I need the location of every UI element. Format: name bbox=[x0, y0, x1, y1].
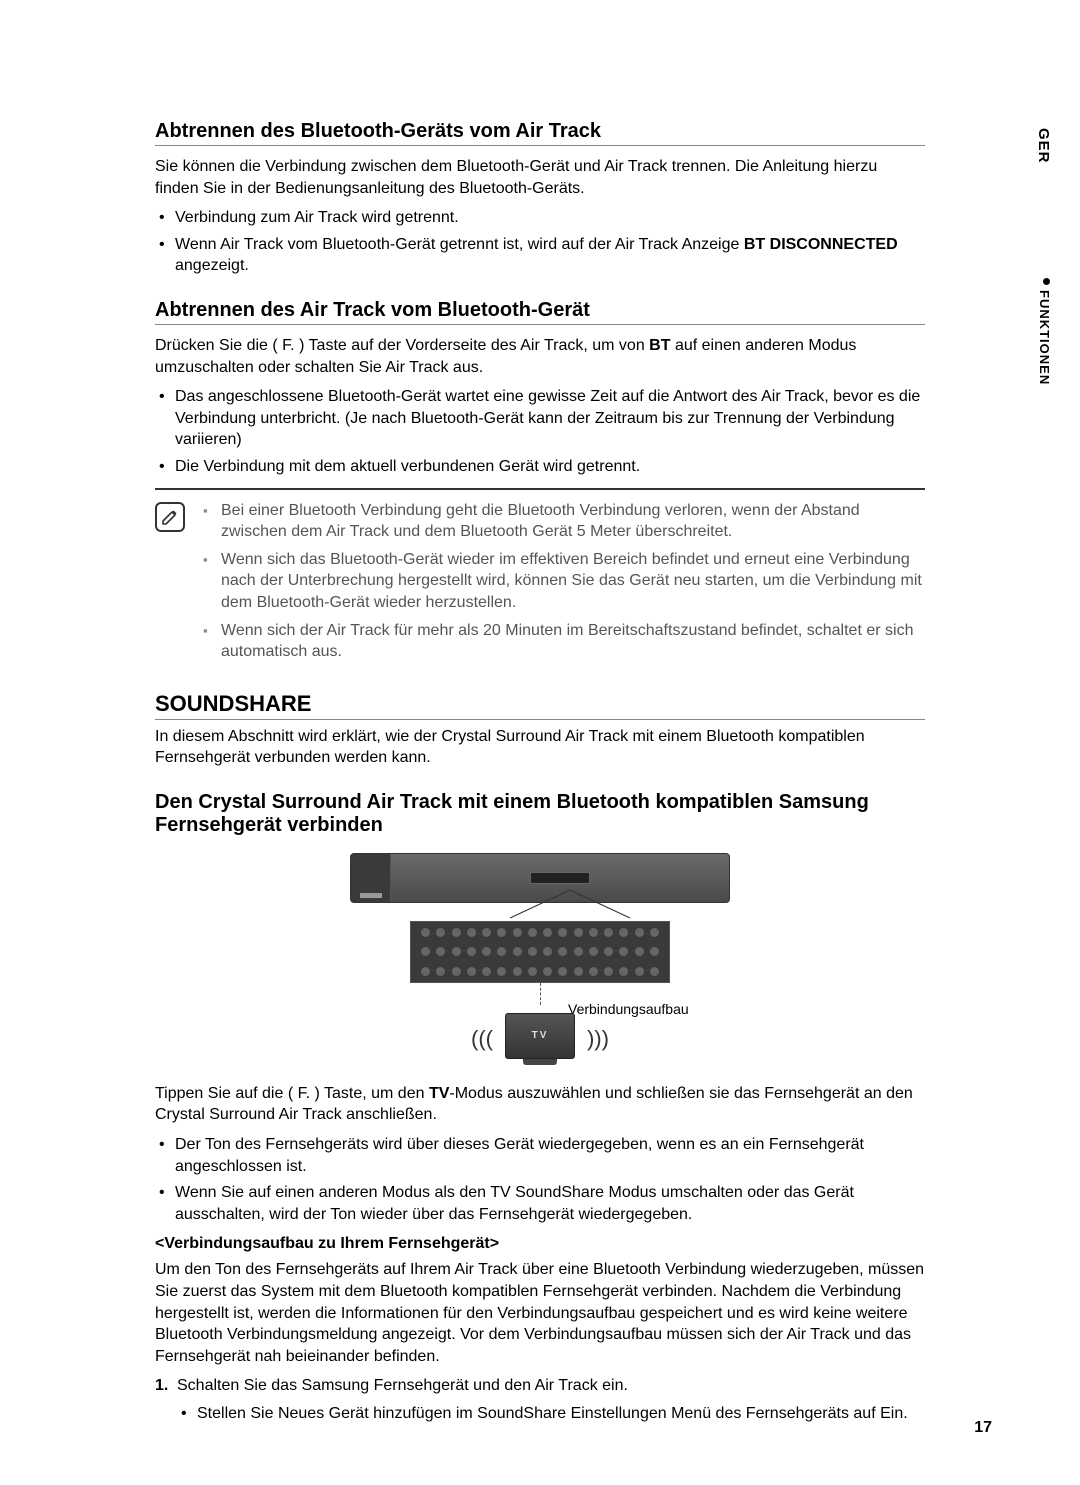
heading-disconnect-device: Abtrennen des Bluetooth-Geräts vom Air T… bbox=[155, 120, 925, 146]
section3-bullet-1: Der Ton des Fernsehgeräts wird über dies… bbox=[175, 1134, 925, 1177]
note-2: Wenn sich das Bluetooth-Gerät wieder im … bbox=[221, 549, 925, 614]
step-1-text: Schalten Sie das Samsung Fernsehgerät un… bbox=[177, 1377, 628, 1394]
section2-intro: Drücken Sie die ( F. ) Taste auf der Vor… bbox=[155, 335, 925, 378]
step-1-sub: Stellen Sie Neues Gerät hinzufügen im So… bbox=[177, 1403, 925, 1425]
section3-para2-a: Tippen Sie auf die ( bbox=[155, 1085, 298, 1102]
section3-para2-b: ) Taste, um den bbox=[310, 1085, 429, 1102]
subheading-connect-tv: Den Crystal Surround Air Track mit einem… bbox=[155, 791, 925, 837]
tv-row: ((( TV ((( bbox=[350, 1013, 730, 1065]
arrow-line-icon bbox=[510, 890, 630, 918]
subheading-verbindungsaufbau: <Verbindungsaufbau zu Ihrem Fernsehgerät… bbox=[155, 1235, 925, 1253]
bt-label: BT bbox=[649, 337, 670, 354]
diagram-connect-label: Verbindungsaufbau bbox=[568, 1001, 689, 1017]
step-1: 1. Schalten Sie das Samsung Fernsehgerät… bbox=[177, 1375, 925, 1424]
wave-left-icon: ((( bbox=[471, 1028, 493, 1050]
note-box: Bei einer Bluetooth Verbindung geht die … bbox=[155, 488, 925, 669]
side-dot bbox=[1043, 278, 1050, 285]
section3-bullets: Der Ton des Fernsehgeräts wird über dies… bbox=[155, 1134, 925, 1225]
page-content: Abtrennen des Bluetooth-Geräts vom Air T… bbox=[155, 120, 925, 1431]
heading-disconnect-airtrack: Abtrennen des Air Track vom Bluetooth-Ge… bbox=[155, 299, 925, 325]
section2-bullet-2: Die Verbindung mit dem aktuell verbunden… bbox=[175, 456, 925, 478]
section2-bullets: Das angeschlossene Bluetooth-Gerät warte… bbox=[155, 386, 925, 477]
section2-intro-a: Drücken Sie die ( bbox=[155, 337, 282, 354]
wave-right-icon: ((( bbox=[587, 1028, 609, 1050]
section3-para3: Um den Ton des Fernsehgeräts auf Ihrem A… bbox=[155, 1259, 925, 1367]
tv-mode-label: TV bbox=[429, 1085, 449, 1102]
note-1: Bei einer Bluetooth Verbindung geht die … bbox=[221, 500, 925, 543]
section1-bullet-2-c: angezeigt. bbox=[175, 257, 249, 274]
section1-bullet-2: Wenn Air Track vom Bluetooth-Gerät getre… bbox=[175, 234, 925, 277]
note-3: Wenn sich der Air Track für mehr als 20 … bbox=[221, 620, 925, 663]
speaker-grille bbox=[410, 921, 670, 983]
step-1-sub-1: Stellen Sie Neues Gerät hinzufügen im So… bbox=[197, 1403, 925, 1425]
tv-label: TV bbox=[532, 1030, 549, 1041]
page-number: 17 bbox=[974, 1419, 992, 1437]
section1-bullets: Verbindung zum Air Track wird getrennt. … bbox=[155, 207, 925, 277]
step-1-number: 1. bbox=[155, 1375, 168, 1397]
connection-diagram: Verbindungsaufbau ((( TV ((( bbox=[350, 853, 730, 1065]
heading-soundshare: SOUNDSHARE bbox=[155, 691, 925, 720]
section2-bullet-1: Das angeschlossene Bluetooth-Gerät warte… bbox=[175, 386, 925, 451]
section1-bullet-1: Verbindung zum Air Track wird getrennt. bbox=[175, 207, 925, 229]
f-button-glyph: F. bbox=[282, 335, 294, 357]
section1-bullet-2-a: Wenn Air Track vom Bluetooth-Gerät getre… bbox=[175, 236, 744, 253]
note-icon-wrap bbox=[155, 500, 185, 669]
soundbar-center bbox=[391, 872, 729, 884]
f-button-glyph-2: F. bbox=[298, 1083, 310, 1105]
section1-intro: Sie können die Verbindung zwischen dem B… bbox=[155, 156, 925, 199]
bt-disconnected-label: BT DISCONNECTED bbox=[744, 236, 898, 253]
soundbar-left-panel bbox=[351, 854, 391, 902]
section3-bullet-2: Wenn Sie auf einen anderen Modus als den… bbox=[175, 1182, 925, 1225]
side-label-ger: GER bbox=[1035, 128, 1052, 164]
pencil-icon bbox=[155, 502, 185, 532]
note-list: Bei einer Bluetooth Verbindung geht die … bbox=[203, 500, 925, 669]
side-label-funktionen: FUNKTIONEN bbox=[1037, 290, 1052, 385]
section3-para2: Tippen Sie auf die ( F. ) Taste, um den … bbox=[155, 1083, 925, 1126]
tv-illustration: TV bbox=[505, 1013, 575, 1065]
section2-intro-b: ) Taste auf der Vorderseite des Air Trac… bbox=[295, 337, 650, 354]
soundshare-intro: In diesem Abschnitt wird erklärt, wie de… bbox=[155, 726, 925, 769]
step-list: 1. Schalten Sie das Samsung Fernsehgerät… bbox=[155, 1375, 925, 1424]
